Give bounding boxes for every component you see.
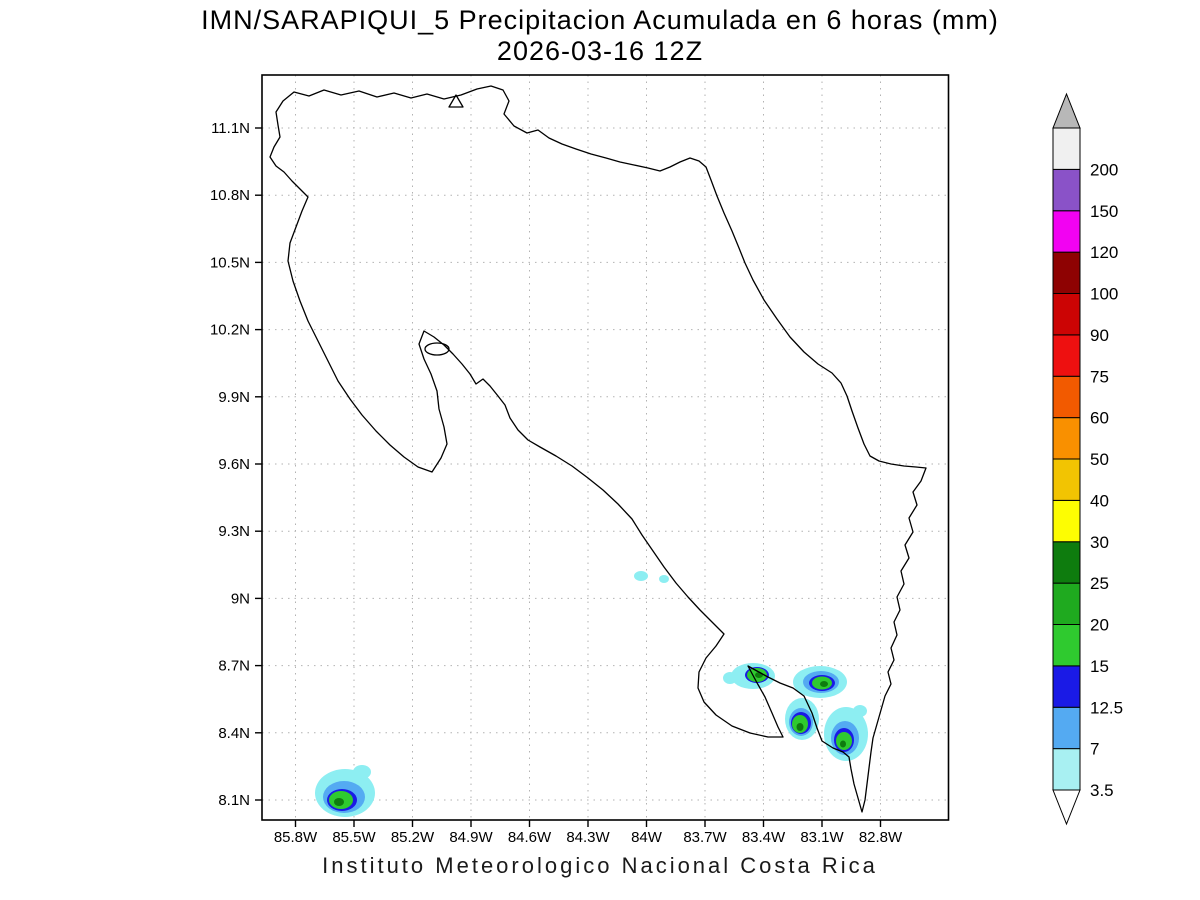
precip-cluster-golfito	[793, 666, 847, 698]
plot-frame	[261, 74, 950, 821]
x-axis-tick-label: 84.3W	[566, 829, 610, 846]
y-axis-tick-label: 10.8N	[210, 187, 250, 204]
colorbar: 3.5 7 12.5 15 20 25 30 40 50 60 75 90 100 120 150 200	[1052, 92, 1123, 826]
x-axis-tick-label: 85.5W	[332, 829, 376, 846]
colorbar-tick-label: 60	[1090, 409, 1109, 428]
x-axis-tick-label: 83.7W	[683, 829, 727, 846]
colorbar-tick-label: 200	[1090, 160, 1118, 179]
colorbar-arrow-bottom	[1052, 789, 1081, 826]
colorbar-segment-75-90	[1052, 334, 1081, 377]
colorbar-tick-label: 40	[1090, 491, 1109, 510]
colorbar-tick-label: 25	[1090, 574, 1109, 593]
y-axis-tick-label: 8.4N	[218, 725, 250, 742]
colorbar-segment-120-150	[1052, 210, 1081, 253]
y-axis-tick-label: 9.3N	[218, 523, 250, 540]
colorbar-tick-label: 90	[1090, 326, 1109, 345]
x-axis-tick-label: 83.1W	[800, 829, 844, 846]
x-axis-tick-label: 82.8W	[859, 829, 903, 846]
colorbar-segment-60-75	[1052, 375, 1081, 419]
y-axis-tick-label: 9.6N	[218, 456, 250, 473]
colorbar-segment->200	[1052, 127, 1081, 170]
coastline-group	[269, 85, 927, 813]
y-axis-tick-label: 10.5N	[210, 254, 250, 271]
colorbar-segment-90-100	[1052, 293, 1081, 336]
colorbar-segment-150-200	[1052, 168, 1081, 212]
colorbar-tick-label: 100	[1090, 285, 1118, 304]
precip-cluster-burica	[824, 705, 868, 761]
costa-rica-coastline	[269, 85, 927, 813]
footer-caption: Instituto Meteorologico Nacional Costa R…	[322, 853, 878, 878]
precip-small-dots-offshore	[634, 571, 669, 583]
chart-title-line2: 2026-03-16 12Z	[496, 36, 704, 66]
colorbar-segment-3.5-7	[1052, 748, 1081, 791]
y-axis-tick-label: 9.9N	[218, 389, 250, 406]
colorbar-tick-label: 20	[1090, 616, 1109, 635]
colorbar-segment-40-50	[1052, 458, 1081, 501]
colorbar-tick-label: 50	[1090, 450, 1109, 469]
colorbar-segment-15-20	[1052, 624, 1081, 667]
colorbar-segment-25-30	[1052, 541, 1081, 584]
x-axis-tick-label: 85.8W	[274, 829, 318, 846]
colorbar-segment-30-40	[1052, 499, 1081, 543]
precip-cluster-southwest	[315, 765, 375, 817]
colorbar-tick-label: 75	[1090, 367, 1109, 386]
y-axis-tick-label: 9N	[231, 590, 250, 607]
x-axis-tick-label: 83.4W	[742, 829, 786, 846]
colorbar-tick-label: 3.5	[1090, 781, 1114, 800]
y-axis-tick-label: 10.2N	[210, 322, 250, 339]
colorbar-tick-label: 7	[1090, 740, 1099, 759]
y-axis-tick-label: 8.7N	[218, 658, 250, 675]
colorbar-segment-20-25	[1052, 582, 1081, 625]
grid-and-axes: 85.8W 85.5W 85.2W 84.9W 84.6W 84.3W 84W 83.7W 83…	[210, 75, 949, 846]
lake-island-marker	[448, 94, 464, 108]
y-axis-tick-label: 8.1N	[218, 792, 250, 809]
colorbar-segment-7-12.5	[1052, 706, 1081, 750]
precipitation-shading	[315, 571, 868, 817]
x-axis-tick-label: 84.9W	[449, 829, 493, 846]
colorbar-tick-label: 150	[1090, 202, 1118, 221]
colorbar-arrow-top	[1052, 92, 1081, 129]
chart-title-line1: IMN/SARAPIQUI_5 Precipitacion Acumulada …	[201, 5, 999, 35]
colorbar-segment-12.5-15	[1052, 665, 1081, 708]
colorbar-tick-label: 30	[1090, 533, 1109, 552]
y-axis-tick-label: 11.1N	[211, 120, 250, 137]
x-axis-tick-label: 84.6W	[508, 829, 552, 846]
x-axis-tick-label: 84W	[631, 829, 663, 846]
colorbar-tick-label: 12.5	[1090, 698, 1123, 717]
colorbar-segment-100-120	[1052, 251, 1081, 294]
colorbar-tick-label: 120	[1090, 243, 1118, 262]
gulf-island	[424, 342, 450, 356]
colorbar-tick-label: 15	[1090, 657, 1109, 676]
colorbar-segment-50-60	[1052, 417, 1081, 460]
x-axis-tick-label: 85.2W	[391, 829, 435, 846]
